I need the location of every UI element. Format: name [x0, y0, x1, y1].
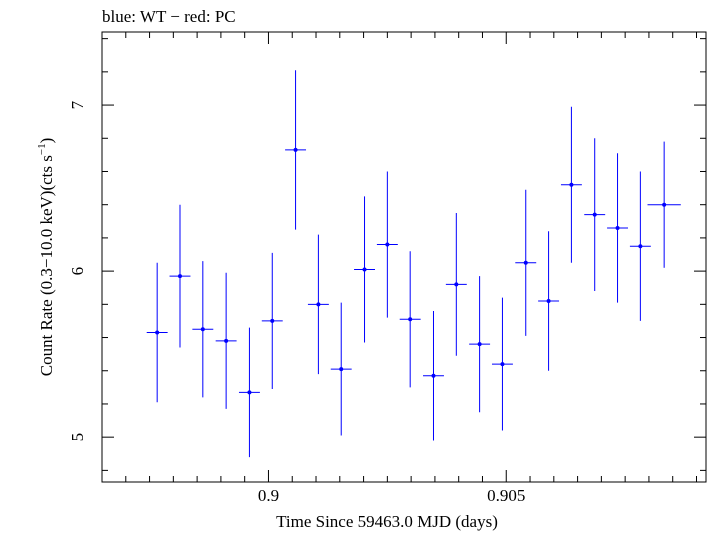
x-tick-label: 0.905	[487, 486, 525, 505]
data-marker	[155, 330, 160, 335]
data-marker	[454, 282, 459, 287]
data-point	[261, 252, 283, 390]
data-point	[607, 153, 629, 303]
data-marker	[339, 367, 344, 372]
data-point	[215, 272, 237, 409]
data-point	[538, 231, 560, 371]
data-marker	[569, 182, 574, 187]
data-marker	[408, 317, 413, 322]
data-point	[399, 251, 421, 388]
data-marker	[662, 202, 667, 207]
data-marker	[200, 327, 205, 332]
y-axis-label: Count Rate (0.3−10.0 keV)(cts s−1)	[36, 138, 56, 377]
data-point	[445, 212, 467, 356]
data-point	[491, 297, 513, 431]
data-point	[423, 310, 444, 441]
data-point	[647, 141, 681, 268]
data-marker	[523, 260, 528, 265]
data-point	[169, 204, 191, 348]
data-point	[330, 302, 352, 436]
y-tick-label: 5	[68, 433, 87, 442]
data-marker	[638, 244, 643, 249]
y-axis-label-main: Count Rate (0.3−10.0 keV)(cts s	[37, 155, 56, 376]
data-marker	[177, 274, 182, 279]
data-point	[629, 171, 651, 321]
x-tick-label: 0.9	[258, 486, 279, 505]
data-point	[469, 276, 491, 413]
data-point	[354, 196, 375, 343]
data-marker	[431, 373, 436, 378]
data-point	[515, 189, 537, 336]
data-point	[285, 70, 307, 230]
data-marker	[592, 212, 597, 217]
y-tick-label: 6	[68, 267, 87, 276]
data-marker	[385, 242, 390, 247]
y-tick-label: 7	[68, 100, 87, 109]
x-axis-label: Time Since 59463.0 MJD (days)	[276, 512, 498, 531]
data-point	[238, 327, 260, 458]
data-marker	[477, 342, 482, 347]
data-point	[307, 234, 329, 375]
data-marker	[615, 225, 620, 230]
data-points	[146, 70, 681, 458]
data-marker	[362, 267, 367, 272]
y-axis-label-close: )	[37, 138, 56, 144]
data-point	[376, 171, 398, 318]
data-marker	[270, 318, 275, 323]
chart-title: blue: WT − red: PC	[102, 7, 236, 26]
plot-frame	[101, 31, 707, 483]
data-marker	[500, 362, 505, 367]
data-point	[560, 106, 582, 263]
data-point	[192, 261, 214, 398]
data-marker	[247, 390, 252, 395]
data-marker	[316, 302, 321, 307]
data-marker	[293, 147, 298, 152]
data-point	[146, 262, 168, 403]
data-marker	[546, 299, 551, 304]
data-marker	[224, 338, 229, 343]
axis-ticks: 0.9 0.905 5 6 7	[68, 32, 706, 505]
y-axis-label-exponent: −1	[36, 143, 48, 155]
data-point	[584, 138, 606, 292]
